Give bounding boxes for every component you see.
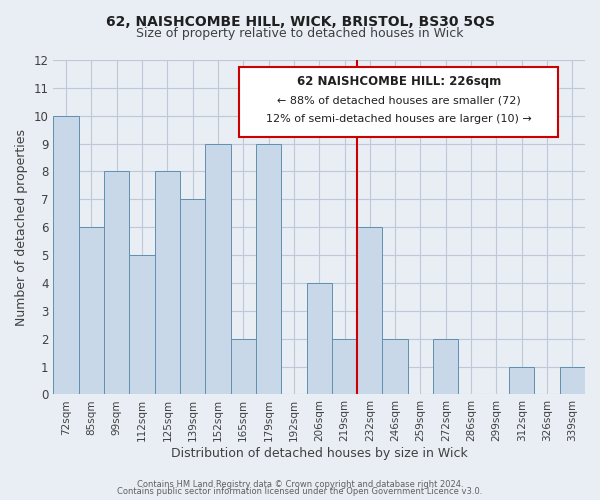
Bar <box>53 116 79 394</box>
X-axis label: Distribution of detached houses by size in Wick: Distribution of detached houses by size … <box>171 447 467 460</box>
Bar <box>307 283 332 395</box>
Bar <box>256 144 281 394</box>
Bar <box>433 338 458 394</box>
Bar <box>382 338 408 394</box>
Text: Contains HM Land Registry data © Crown copyright and database right 2024.: Contains HM Land Registry data © Crown c… <box>137 480 463 489</box>
Text: 62, NAISHCOMBE HILL, WICK, BRISTOL, BS30 5QS: 62, NAISHCOMBE HILL, WICK, BRISTOL, BS30… <box>106 15 494 29</box>
Text: Contains public sector information licensed under the Open Government Licence v3: Contains public sector information licen… <box>118 487 482 496</box>
Bar <box>130 255 155 394</box>
Text: ← 88% of detached houses are smaller (72): ← 88% of detached houses are smaller (72… <box>277 95 521 105</box>
Text: 12% of semi-detached houses are larger (10) →: 12% of semi-detached houses are larger (… <box>266 114 532 124</box>
FancyBboxPatch shape <box>239 66 559 137</box>
Bar <box>180 200 205 394</box>
Bar <box>155 172 180 394</box>
Text: 62 NAISHCOMBE HILL: 226sqm: 62 NAISHCOMBE HILL: 226sqm <box>297 75 501 88</box>
Bar <box>230 338 256 394</box>
Bar <box>104 172 130 394</box>
Bar <box>332 338 357 394</box>
Bar <box>205 144 230 394</box>
Bar <box>79 227 104 394</box>
Bar <box>509 366 535 394</box>
Text: Size of property relative to detached houses in Wick: Size of property relative to detached ho… <box>136 28 464 40</box>
Bar <box>357 227 382 394</box>
Y-axis label: Number of detached properties: Number of detached properties <box>15 128 28 326</box>
Bar <box>560 366 585 394</box>
